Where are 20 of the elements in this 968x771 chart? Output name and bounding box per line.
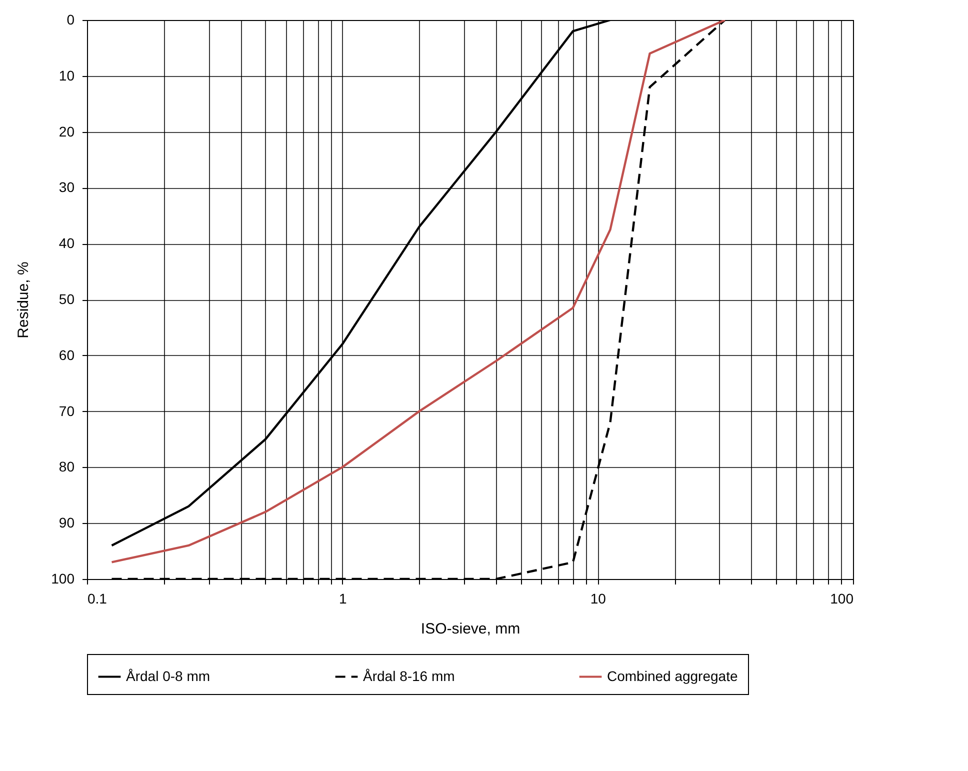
y-tick-label: 100: [51, 570, 75, 586]
x-tick-label: 0.1: [88, 590, 108, 606]
legend-label: Combined aggregate: [607, 668, 738, 684]
y-tick-label: 90: [58, 514, 75, 531]
y-tick-label: 10: [58, 67, 75, 84]
y-tick-label: 80: [58, 458, 75, 475]
y-tick-label: 50: [58, 291, 75, 307]
y-tick-label: 30: [58, 179, 75, 196]
y-tick-label: 0: [66, 12, 75, 28]
x-tick-label: 100: [830, 590, 854, 606]
y-tick-label: 40: [58, 235, 75, 252]
y-tick-label: 60: [58, 346, 75, 363]
y-tick-label: 20: [58, 123, 75, 140]
x-axis-title: ISO-sieve, mm: [420, 620, 520, 638]
legend-label: Årdal 0-8 mm: [126, 668, 210, 684]
x-tick-label: 1: [338, 590, 347, 606]
y-axis-title: Residue, %: [15, 262, 32, 338]
y-tick-label: 70: [58, 402, 75, 419]
legend-label: Årdal 8-16 mm: [363, 668, 455, 684]
x-tick-label: 10: [590, 590, 606, 606]
